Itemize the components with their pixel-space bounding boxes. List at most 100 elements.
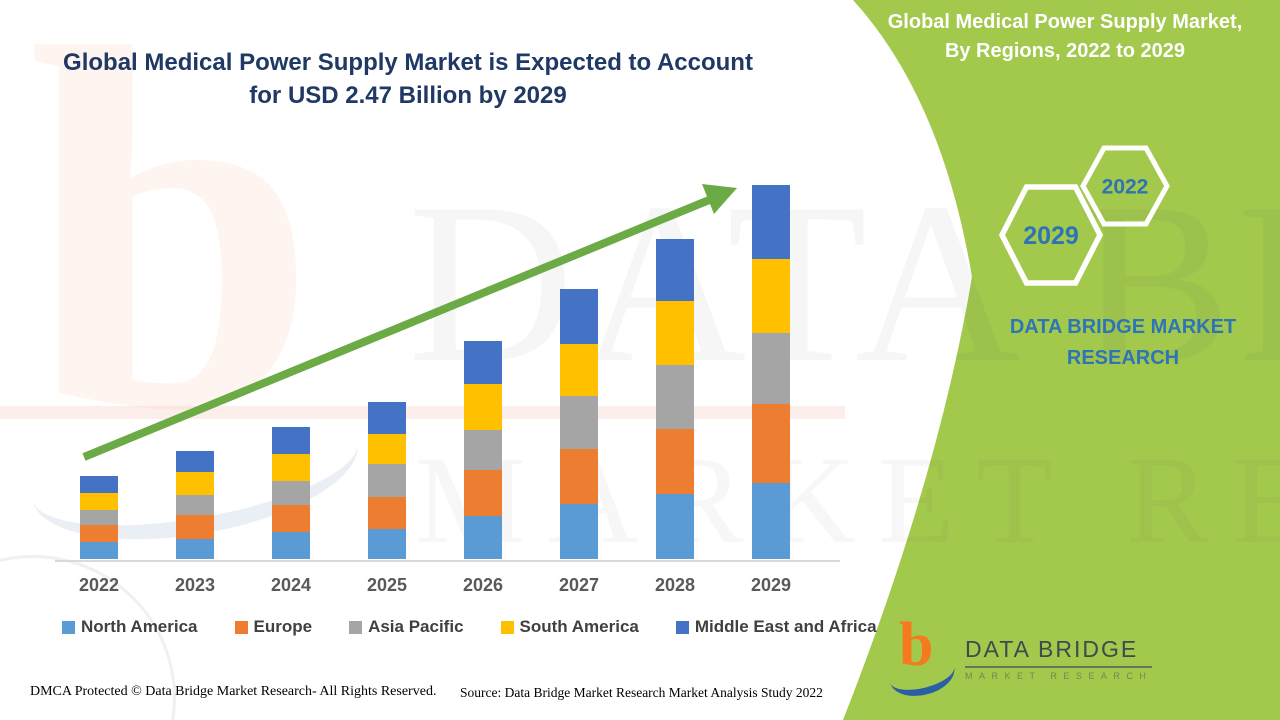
chart-title: Global Medical Power Supply Market is Ex… [55,46,761,112]
legend-label: Asia Pacific [368,617,464,636]
hexagon-badges: 2029 2022 [998,145,1170,286]
logo-name-text: DATA BRIDGE [965,636,1153,668]
bar-2024 [272,427,310,559]
x-axis-label-2022: 2022 [78,575,120,595]
bar-segment-2026-south-america [464,384,502,430]
bar-segment-2029-asia-pacific [752,333,790,404]
bar-segment-2029-middle-east-and-africa [752,185,790,259]
footer-source-text: Source: Data Bridge Market Research Mark… [460,685,823,700]
bar-segment-2028-middle-east-and-africa [656,239,694,301]
legend-label: Europe [253,617,313,636]
bar-segment-2026-asia-pacific [464,430,502,470]
legend-item-south-america: South America [500,617,639,637]
legend-swatch-icon [234,620,248,634]
bar-segment-2023-north-america [176,539,214,559]
bar-segment-2023-europe [176,515,214,539]
company-logo-mark-icon: b [885,611,959,703]
hexagon-2029-label: 2029 [1023,222,1079,250]
side-panel-title-line2: By Regions, 2022 to 2029 [944,40,1186,62]
logo-b-glyph: b [899,611,934,679]
bar-segment-2024-north-america [272,532,310,559]
green-panel-shape [843,0,1280,720]
legend-swatch-icon [500,620,514,634]
bar-segment-2022-south-america [80,493,118,510]
watermark-stripe [0,406,845,419]
bar-segment-2022-europe [80,525,118,542]
legend-label: North America [81,617,198,636]
bar-segment-2024-south-america [272,454,310,481]
bar-segment-2022-asia-pacific [80,510,118,525]
bar-segment-2029-europe [752,404,790,483]
bar-segment-2029-south-america [752,259,790,333]
x-axis-label-2027: 2027 [558,575,600,595]
bar-segment-2025-europe [368,497,406,529]
trend-arrow-shaft [82,194,716,461]
x-axis-line [55,560,840,562]
x-axis-label-2028: 2028 [654,575,696,595]
side-panel-title-line1: Global Medical Power Supply Market, [887,11,1243,33]
bar-segment-2022-middle-east-and-africa [80,476,118,493]
legend-item-asia-pacific: Asia Pacific [349,617,464,637]
x-axis-label-2026: 2026 [462,575,504,595]
bar-2027 [560,289,598,559]
legend-item-middle-east-and-africa: Middle East and Africa [675,617,877,637]
brand-text: DATA BRIDGE MARKET RESEARCH [1009,316,1237,369]
bar-segment-2025-asia-pacific [368,464,406,497]
bar-2028 [656,239,694,559]
bar-segment-2022-north-america [80,542,118,559]
chart-title-line1: Global Medical Power Supply Market is Ex… [63,49,753,76]
legend: North America Europe Asia Pacific South Ame… [62,617,877,637]
x-axis-label-2023: 2023 [174,575,216,595]
bar-segment-2028-south-america [656,301,694,365]
legend-swatch-icon [675,620,689,634]
bar-2022 [80,476,118,559]
company-logo: b DATA BRIDGE MARKET RESEARCH [885,611,1153,703]
bar-segment-2025-south-america [368,434,406,464]
bar-segment-2027-south-america [560,344,598,396]
bar-segment-2025-middle-east-and-africa [368,402,406,434]
bar-segment-2027-middle-east-and-africa [560,289,598,344]
logo-subname-text: MARKET RESEARCH [965,670,1153,681]
legend-label: Middle East and Africa [694,617,877,636]
x-axis-label-2029: 2029 [750,575,792,595]
legend-swatch-icon [62,620,75,634]
bar-segment-2024-europe [272,505,310,532]
bar-segment-2028-asia-pacific [656,365,694,429]
bar-segment-2024-middle-east-and-africa [272,427,310,454]
bar-segment-2029-north-america [752,483,790,559]
bar-segment-2026-middle-east-and-africa [464,341,502,384]
bar-segment-2026-north-america [464,516,502,559]
x-axis-label-2025: 2025 [366,575,408,595]
side-panel-title: Global Medical Power Supply Market, By R… [858,8,1272,66]
bar-segment-2023-middle-east-and-africa [176,451,214,472]
bar-2023 [176,451,214,559]
legend-swatch-icon [349,620,363,634]
bar-2026 [464,341,502,559]
bar-segment-2028-europe [656,429,694,494]
bar-segment-2025-north-america [368,529,406,559]
bar-2029 [752,185,790,559]
logo-text-block: DATA BRIDGE MARKET RESEARCH [965,636,1153,681]
chart-title-line2: for USD 2.47 Billion by 2029 [249,82,567,109]
legend-item-north-america: North America [62,617,198,637]
legend-label: South America [519,617,639,636]
bar-2025 [368,402,406,559]
legend-item-europe: Europe [234,617,313,637]
bar-segment-2027-north-america [560,504,598,559]
x-axis-label-2024: 2024 [270,575,312,595]
bar-segment-2028-north-america [656,494,694,559]
footer-dmca-text: DMCA Protected © Data Bridge Market Rese… [30,684,437,699]
trend-arrow-head-icon [702,184,737,214]
bar-segment-2023-south-america [176,472,214,495]
hexagon-2029-icon [998,184,1104,286]
bar-segment-2023-asia-pacific [176,495,214,515]
bar-segment-2027-europe [560,449,598,504]
hexagon-2022-label: 2022 [1102,176,1149,199]
hexagon-2022-icon [1080,145,1170,227]
bar-segment-2027-asia-pacific [560,396,598,449]
bar-segment-2024-asia-pacific [272,481,310,505]
